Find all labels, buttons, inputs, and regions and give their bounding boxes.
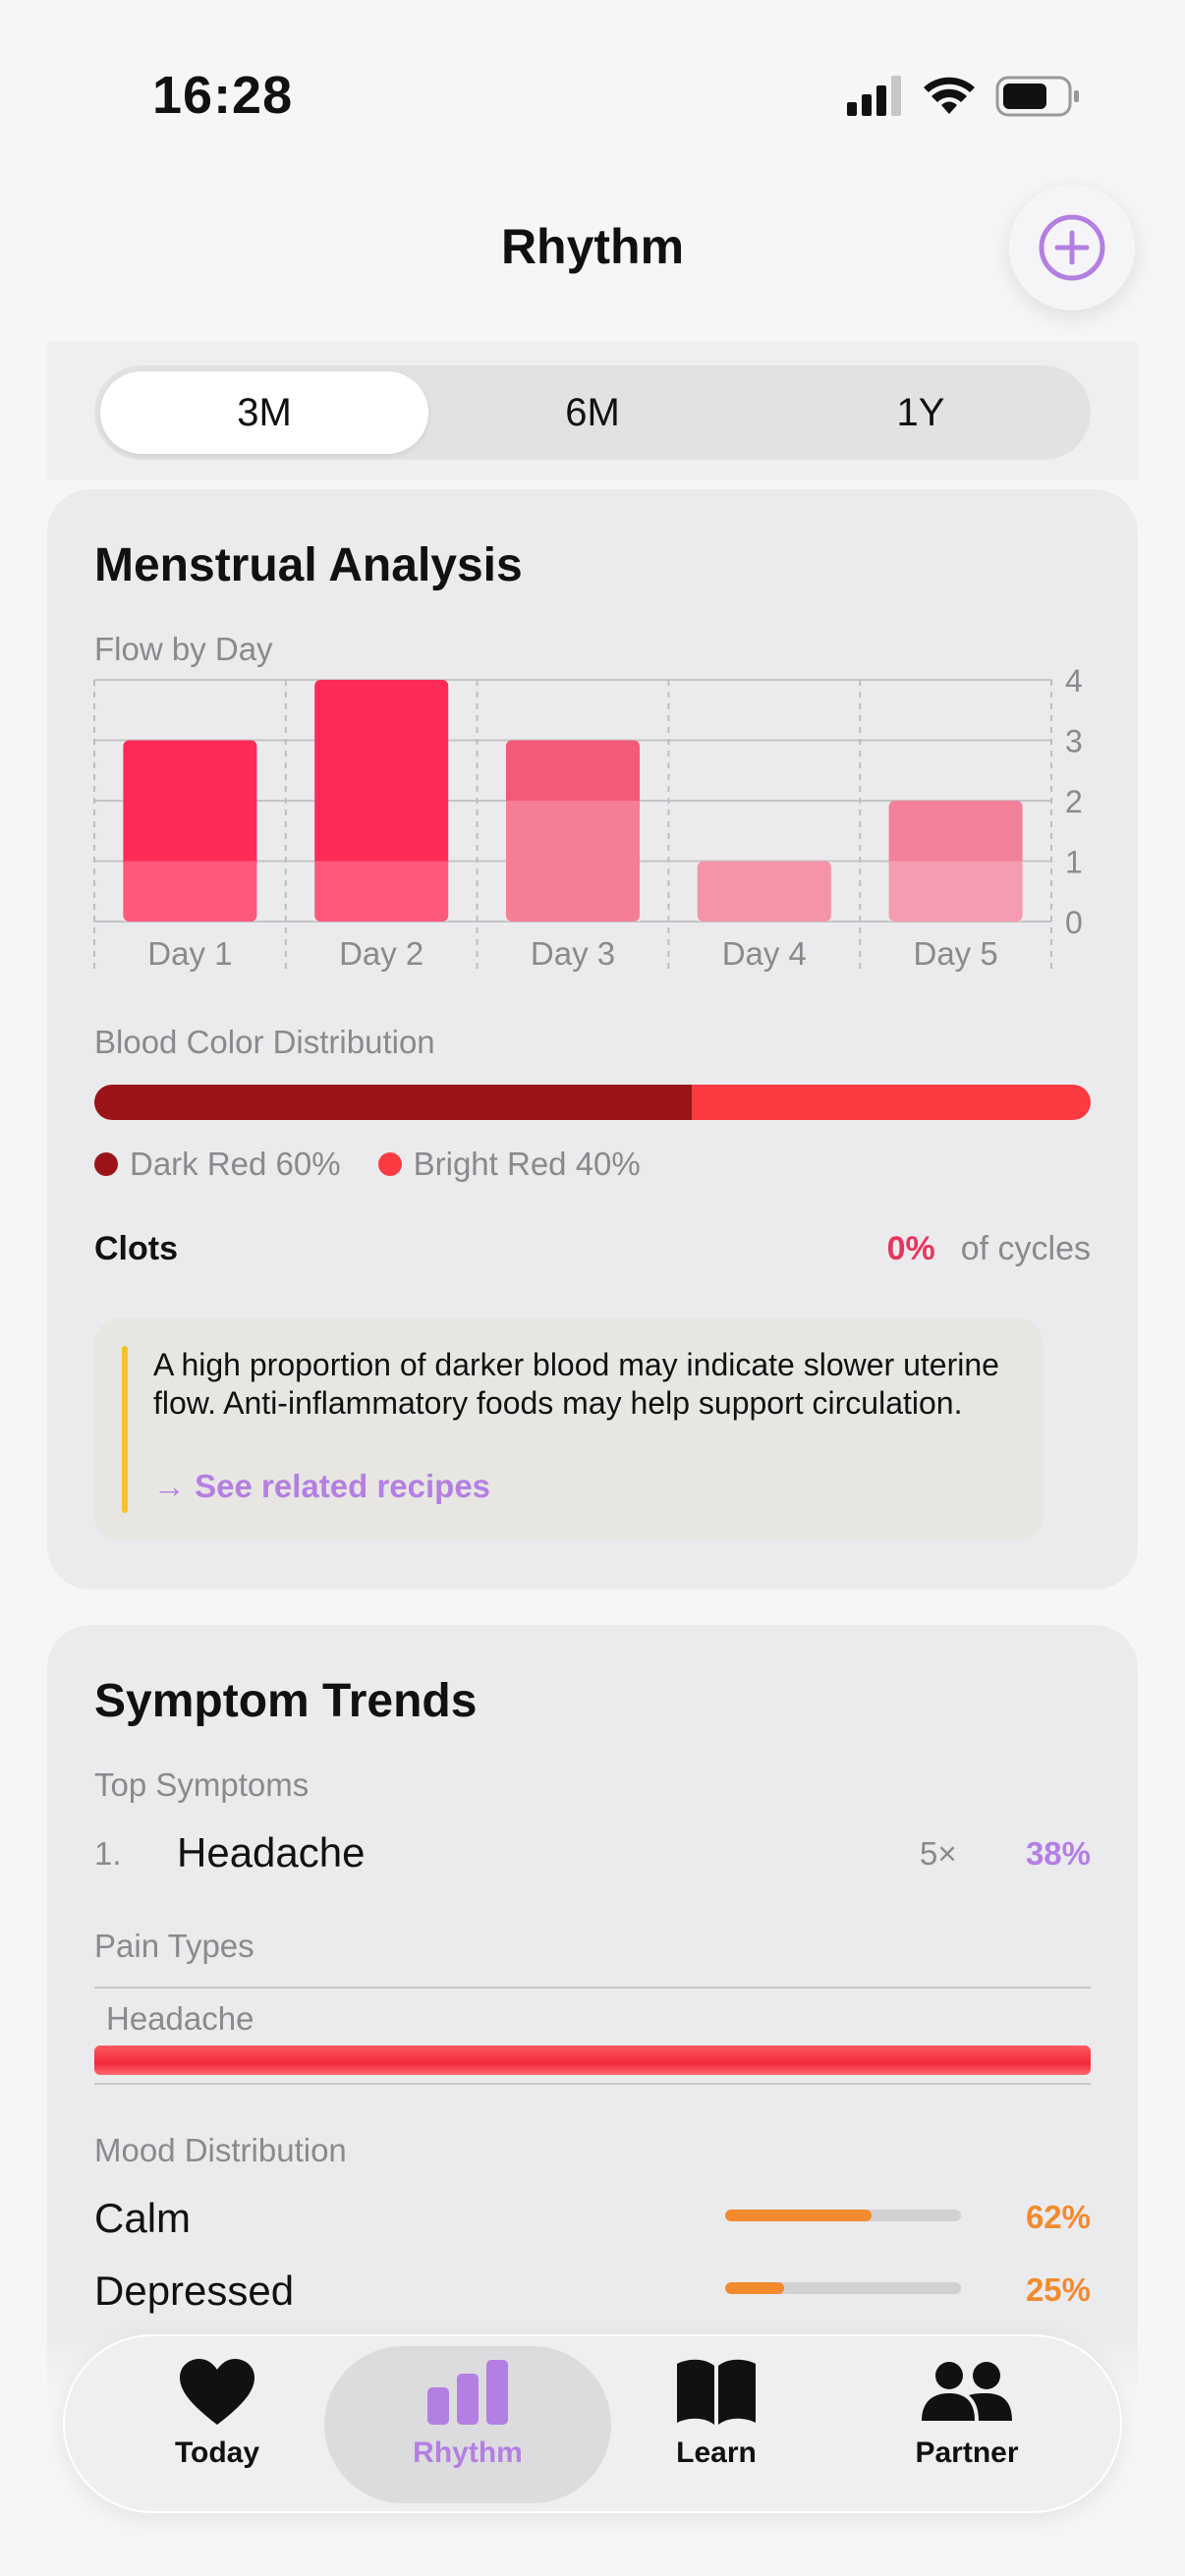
blood-color-legend: Dark Red 60% Bright Red 40% [94,1146,641,1183]
insight-note: A high proportion of darker blood may in… [94,1318,1044,1540]
symptom-count: 5× [920,1835,957,1872]
clots-suffix: of cycles [960,1230,1091,1267]
add-button[interactable] [1009,185,1135,310]
book-icon [677,2359,756,2425]
mood-distribution-label: Mood Distribution [94,2132,347,2168]
dark-red-dot [94,1152,118,1176]
tab-rhythm-label: Rhythm [413,2436,523,2469]
status-icons [847,76,1079,117]
flow-bar-overlay [123,861,257,922]
mood-percent-depressed: 25% [1025,2271,1091,2308]
dark-red-segment [94,1085,693,1120]
segment-3m[interactable]: 3M [100,371,428,454]
flow-bar [888,801,1023,922]
signal-icon [847,76,901,116]
note-text: A high proportion of darker blood may in… [153,1347,999,1421]
flow-bar-overlay [888,861,1023,922]
wifi-icon [924,77,975,114]
x-tick-label: Day 2 [339,935,423,972]
mood-track-calm [725,2210,961,2221]
page-title: Rhythm [500,219,685,274]
see-related-recipes-link[interactable]: → See related recipes [153,1468,491,1504]
y-tick-label: 3 [1065,724,1083,759]
flow-bar-chart: 0 1 2 3 4 Day 1 Day 2 Day 3 Day 4 Day 5 [93,664,1083,972]
pain-divider-bottom [94,2083,1091,2085]
tab-partner[interactable]: Partner [859,2358,1075,2495]
x-tick-label: Day 1 [147,935,232,972]
mood-fill-calm [725,2210,872,2221]
mood-track-depressed [725,2282,961,2294]
tab-partner-label: Partner [915,2436,1019,2469]
mood-fill-depressed [725,2282,784,2294]
legend-dark-red: Dark Red 60% [130,1146,341,1182]
symptom-trends-title: Symptom Trends [94,1675,478,1727]
pain-divider-top [94,1987,1091,1988]
bright-red-segment [692,1085,1091,1120]
symptom-name: Headache [177,1829,366,1876]
flow-bar [506,740,640,922]
clots-value-row: 0% of cycles [887,1230,1091,1268]
range-segmented-control: 3M 6M 1Y [94,365,1091,460]
plus-circle-icon [1039,214,1105,281]
flow-bar [123,740,257,922]
clots-label: Clots [94,1230,178,1267]
menstrual-analysis-title: Menstrual Analysis [94,539,523,591]
status-time: 16:28 [152,66,294,125]
flow-by-day-label: Flow by Day [94,631,273,667]
tab-today-label: Today [174,2436,260,2469]
segment-1y[interactable]: 1Y [896,390,945,434]
y-tick-label: 1 [1065,845,1083,880]
symptom-rank: 1. [94,1835,122,1872]
pain-type-bar [94,2045,1091,2075]
symptom-percent: 38% [1025,1835,1091,1872]
people-icon [922,2362,1012,2421]
x-tick-label: Day 5 [913,935,997,972]
note-accent-bar [122,1346,128,1513]
flow-bar-overlay [697,861,831,922]
flow-bar [314,680,449,922]
mood-name-calm: Calm [94,2195,192,2241]
battery-icon [995,76,1079,117]
flow-bar-overlay [314,861,449,922]
tab-learn[interactable]: Learn [608,2358,824,2495]
tab-rhythm[interactable]: Rhythm [360,2358,576,2495]
top-symptoms-label: Top Symptoms [94,1766,310,1803]
bright-red-dot [377,1152,402,1176]
heart-icon [180,2359,254,2425]
blood-color-label: Blood Color Distribution [94,1024,435,1060]
legend-bright-red: Bright Red 40% [413,1146,641,1182]
y-tick-label: 4 [1065,664,1083,699]
y-tick-label: 2 [1065,784,1083,819]
y-tick-label: 0 [1065,905,1083,940]
tab-today[interactable]: Today [109,2358,325,2495]
x-tick-label: Day 3 [531,935,615,972]
pain-type-name: Headache [106,2000,254,2037]
flow-bar-overlay [506,801,640,922]
mood-name-depressed: Depressed [94,2268,295,2314]
tab-learn-label: Learn [676,2436,757,2469]
pain-types-label: Pain Types [94,1928,254,1964]
segment-6m[interactable]: 6M [565,390,620,434]
blood-color-bar [94,1085,1091,1120]
bar-chart-icon [427,2360,508,2425]
flow-bar [697,861,831,922]
mood-percent-calm: 62% [1025,2199,1091,2235]
x-tick-label: Day 4 [722,935,807,972]
clots-percent: 0% [886,1230,935,1267]
